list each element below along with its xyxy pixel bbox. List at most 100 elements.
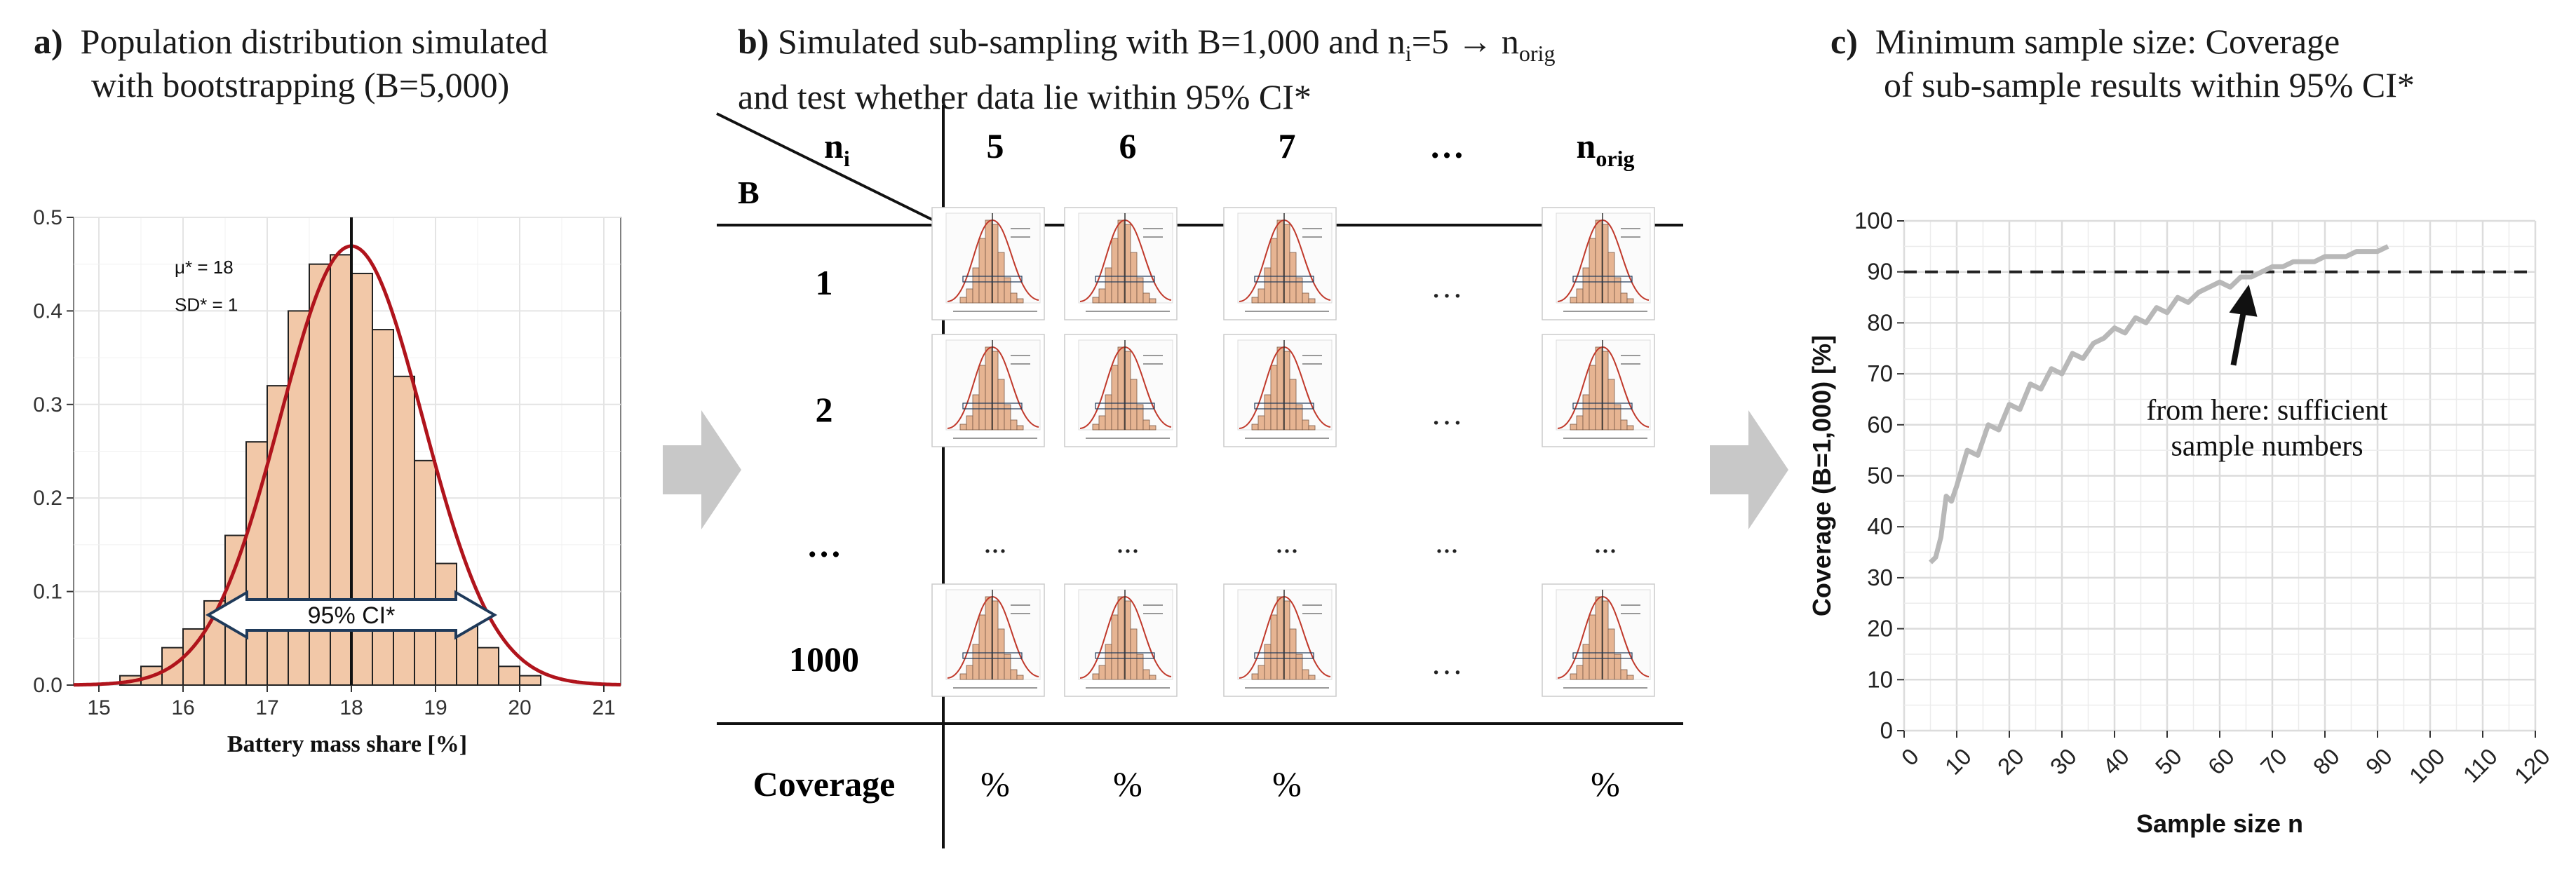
- header-b-label: B: [738, 175, 760, 210]
- mini-bar: [1620, 419, 1628, 431]
- mini-bar: [1130, 379, 1138, 431]
- ellipsis-cell: …: [1431, 395, 1463, 431]
- mini-bar: [1105, 394, 1112, 431]
- mini-bar: [1010, 669, 1018, 680]
- flow-arrow-2-icon: [1710, 410, 1788, 529]
- mini-bar: [1626, 298, 1634, 304]
- mini-bar: [1589, 614, 1596, 680]
- mini-bar: [1576, 288, 1584, 304]
- panel-a-title-line2: with bootstrapping (B=5,000): [91, 65, 510, 104]
- mini-bar: [1010, 419, 1018, 431]
- ellipsis-cell: …: [1431, 645, 1463, 681]
- y-tick-label-c: 50: [1867, 463, 1893, 489]
- histogram-bar: [393, 375, 415, 686]
- mini-bar: [972, 394, 980, 431]
- x-tick-label-c: 120: [2509, 743, 2555, 789]
- panel-a-title-line1: Population distribution simulated: [80, 22, 548, 61]
- mini-ci-arrow: [962, 402, 1023, 410]
- annotation-line1: from here: sufficient: [2146, 395, 2388, 427]
- mini-bar: [1308, 675, 1316, 680]
- coverage-value: %: [1113, 764, 1142, 804]
- x-tick-label-c: 40: [2098, 743, 2134, 780]
- mini-bar: [1295, 654, 1303, 680]
- mini-bar: [1092, 297, 1100, 304]
- mini-histogram: [1223, 207, 1337, 320]
- ci-label: 95% CI*: [308, 602, 396, 629]
- mini-bar: [1264, 394, 1272, 431]
- y-tick-label-c: 0: [1880, 717, 1893, 743]
- column-header: 7: [1279, 126, 1296, 165]
- mini-bar: [985, 596, 992, 680]
- mini-bar: [966, 665, 973, 680]
- mini-bar: [959, 424, 967, 431]
- flow-arrow-2-shape: [1710, 410, 1788, 529]
- histogram-bar: [414, 459, 436, 686]
- mini-bar: [1302, 292, 1309, 304]
- mini-bar: [1010, 292, 1018, 304]
- mini-ci-arrow: [1095, 276, 1155, 283]
- panel-a-histogram: 95% CI* μ* = 18 SD* = 1 15 16 17 18 19 20 21 0.0 0.…: [33, 206, 621, 757]
- histogram-bar: [519, 675, 541, 686]
- mini-bar: [978, 365, 986, 431]
- mini-histogram: [931, 334, 1045, 447]
- flow-arrow-1-icon: [663, 410, 741, 529]
- mini-bar: [1595, 346, 1603, 431]
- panel-b-title-line1: Simulated sub-sampling with B=1,000 and …: [777, 22, 1555, 66]
- mini-bar: [1105, 267, 1112, 304]
- mini-bar: [1270, 614, 1278, 680]
- x-tick-label-c: 30: [2045, 743, 2082, 780]
- mini-histogram: [1064, 334, 1178, 447]
- mini-bar: [1251, 673, 1259, 680]
- coverage-label: Coverage: [753, 764, 896, 804]
- mini-bar: [985, 219, 992, 304]
- mini-bar: [1582, 394, 1590, 431]
- mini-bar: [1626, 425, 1634, 431]
- y-tick-label-a: 0.4: [33, 299, 62, 323]
- histogram-bar: [498, 665, 520, 686]
- mini-bar: [1302, 419, 1309, 431]
- mini-histogram: [1064, 583, 1178, 697]
- mini-ci-arrow: [1254, 276, 1314, 283]
- mini-bar: [1136, 654, 1144, 680]
- header-diagonal: [716, 112, 944, 226]
- mini-histogram: [1542, 334, 1655, 447]
- mini-ci-arrow: [1572, 276, 1633, 283]
- mini-histogram: [931, 207, 1045, 320]
- mini-bar: [1295, 404, 1303, 431]
- y-tick-label-a: 0.3: [33, 393, 62, 417]
- mini-ci-arrow: [962, 652, 1023, 659]
- histogram-bar: [477, 647, 499, 686]
- mini-ci-arrow: [1095, 402, 1155, 410]
- mini-histogram: [1542, 583, 1655, 697]
- mini-ci-arrow: [1254, 402, 1314, 410]
- mini-bar: [1016, 425, 1024, 431]
- mini-bar: [1626, 675, 1634, 680]
- mini-bar: [1136, 277, 1144, 304]
- mini-bar: [1276, 346, 1284, 431]
- mini-bar: [997, 379, 1005, 431]
- mu-annotation: μ* = 18: [175, 257, 234, 278]
- mini-bar: [1142, 292, 1150, 304]
- mini-bar: [972, 644, 980, 680]
- mini-bar: [1289, 628, 1297, 680]
- x-tick-label-a: 21: [592, 696, 615, 719]
- mini-bar: [1136, 404, 1144, 431]
- panel-c-title-line2: of sub-sample results within 95% CI*: [1884, 65, 2415, 104]
- mini-bar: [1257, 415, 1265, 431]
- y-tick-label-c: 80: [1867, 309, 1893, 335]
- mini-bar: [1276, 219, 1284, 304]
- y-tick-label-c: 60: [1867, 412, 1893, 438]
- mini-bar: [985, 346, 992, 431]
- column-header: norig: [1577, 126, 1635, 171]
- panel-a-label: a): [34, 22, 63, 61]
- x-axis-label-a: Battery mass share [%]: [227, 731, 467, 757]
- panel-b-title-text-a: Simulated sub-sampling with B=1,000 and …: [777, 22, 1405, 61]
- ellipsis-cell: …: [1431, 269, 1463, 304]
- panel-a-title: a) Population distribution simulated wit…: [34, 20, 548, 107]
- x-tick-label-a: 17: [255, 696, 278, 719]
- mini-bar: [1595, 596, 1603, 680]
- x-tick-label-c: 80: [2308, 743, 2345, 780]
- y-tick-label-c: 40: [1867, 513, 1893, 539]
- mini-bar: [1270, 365, 1278, 431]
- mini-bar: [978, 614, 986, 680]
